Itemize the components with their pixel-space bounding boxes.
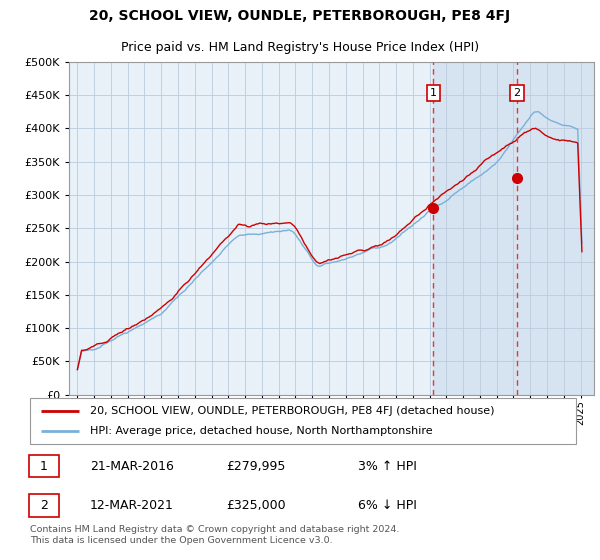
Text: 20, SCHOOL VIEW, OUNDLE, PETERBOROUGH, PE8 4FJ: 20, SCHOOL VIEW, OUNDLE, PETERBOROUGH, P… bbox=[89, 10, 511, 24]
Text: 2: 2 bbox=[40, 499, 47, 512]
Text: 1: 1 bbox=[40, 460, 47, 473]
Bar bbox=[433, 62, 594, 395]
Text: Contains HM Land Registry data © Crown copyright and database right 2024.
This d: Contains HM Land Registry data © Crown c… bbox=[30, 525, 400, 545]
Text: 2: 2 bbox=[513, 88, 520, 98]
Text: 1: 1 bbox=[430, 88, 437, 98]
Text: 20, SCHOOL VIEW, OUNDLE, PETERBOROUGH, PE8 4FJ (detached house): 20, SCHOOL VIEW, OUNDLE, PETERBOROUGH, P… bbox=[90, 406, 494, 416]
FancyBboxPatch shape bbox=[29, 494, 59, 517]
FancyBboxPatch shape bbox=[30, 398, 576, 444]
Text: £325,000: £325,000 bbox=[227, 499, 286, 512]
Text: 21-MAR-2016: 21-MAR-2016 bbox=[90, 460, 174, 473]
Text: Price paid vs. HM Land Registry's House Price Index (HPI): Price paid vs. HM Land Registry's House … bbox=[121, 40, 479, 54]
Text: 3% ↑ HPI: 3% ↑ HPI bbox=[358, 460, 416, 473]
Text: 6% ↓ HPI: 6% ↓ HPI bbox=[358, 499, 416, 512]
Text: 12-MAR-2021: 12-MAR-2021 bbox=[90, 499, 174, 512]
FancyBboxPatch shape bbox=[29, 455, 59, 478]
Text: HPI: Average price, detached house, North Northamptonshire: HPI: Average price, detached house, Nort… bbox=[90, 426, 433, 436]
Text: £279,995: £279,995 bbox=[227, 460, 286, 473]
